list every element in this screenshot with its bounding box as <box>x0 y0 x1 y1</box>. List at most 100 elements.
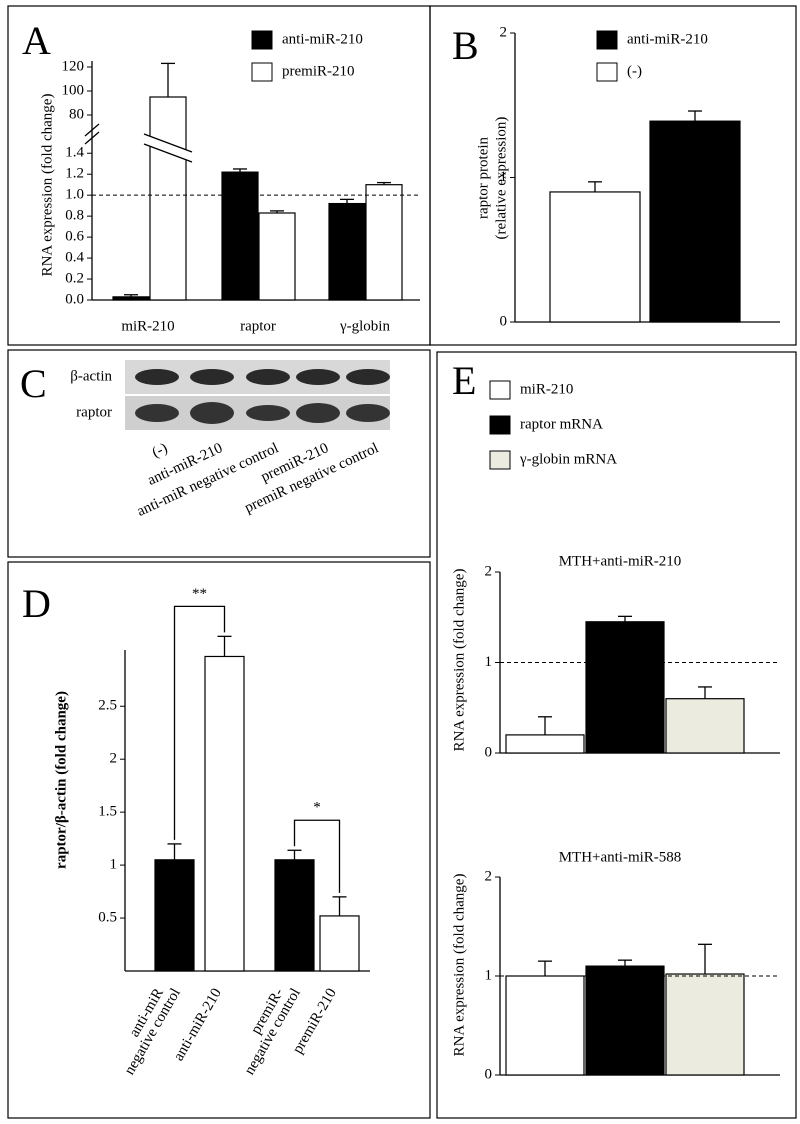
axis-break <box>84 131 100 145</box>
bar <box>365 184 403 301</box>
bar <box>505 734 585 754</box>
bar-break <box>144 134 192 162</box>
legend-swatch <box>251 62 273 82</box>
bar-break <box>143 133 193 153</box>
panel-letter: D <box>22 581 51 626</box>
bar-break <box>143 143 193 163</box>
panel-letter: C <box>20 361 47 406</box>
bar <box>649 120 741 323</box>
y-tick-label: 1 <box>110 857 118 873</box>
y-tick-label: 100 <box>62 82 85 98</box>
panel-frame <box>429 5 797 346</box>
y-tick-label: 2.5 <box>98 698 117 714</box>
y-tick-label: 80 <box>69 106 84 122</box>
legend-swatch <box>489 450 511 470</box>
bar <box>549 191 641 323</box>
legend-label: raptor mRNA <box>520 416 603 432</box>
y-tick-label: 0.4 <box>65 250 84 266</box>
y-tick-label: 2 <box>110 751 118 767</box>
axis-break <box>84 123 100 137</box>
significance-label: * <box>313 800 321 816</box>
legend-label: anti-miR-210 <box>627 31 708 47</box>
bar <box>665 973 745 1076</box>
blot-band <box>296 369 340 385</box>
y-tick-label: 0 <box>500 313 508 329</box>
y-axis-label: (relative expression) <box>493 117 509 240</box>
significance-bracket <box>173 605 226 840</box>
legend-label: γ-globin mRNA <box>519 451 617 467</box>
blot-band <box>190 402 234 424</box>
y-axis-label: RNA expression (fold change) <box>39 94 55 277</box>
bar <box>274 859 315 972</box>
y-axis-label: raptor/β-actin (fold change) <box>53 691 69 869</box>
y-tick-label: 1.5 <box>98 804 117 820</box>
subplot-title: MTH+anti-miR-588 <box>559 849 682 865</box>
significance-label: ** <box>192 586 207 602</box>
y-tick-label: 0.0 <box>65 291 84 307</box>
y-tick-label: 0 <box>485 1066 493 1082</box>
y-tick-label: 120 <box>62 58 85 74</box>
blot-row-label: β-actin <box>70 368 112 384</box>
bar <box>154 859 195 972</box>
significance-bracket <box>293 819 341 893</box>
bar <box>585 621 665 754</box>
blot-band <box>346 369 390 385</box>
bar <box>319 915 360 972</box>
lane-label: (-) <box>150 440 170 461</box>
blot-band <box>346 404 390 422</box>
bar <box>665 698 745 754</box>
y-tick-label: 1 <box>485 967 493 983</box>
bar <box>204 655 245 972</box>
legend-label: anti-miR-210 <box>282 31 363 47</box>
y-tick-label: 0 <box>485 744 493 760</box>
panel-letter: E <box>452 358 476 403</box>
blot-band <box>190 369 234 385</box>
blot-band <box>135 404 179 422</box>
y-axis-label: RNA expression (fold change) <box>451 874 467 1057</box>
panel-letter: B <box>452 23 479 68</box>
x-tick-label: miR-210 <box>121 318 174 334</box>
panel-frame <box>7 349 431 558</box>
y-axis-label: raptor protein <box>475 136 491 219</box>
panel-frame <box>7 561 431 1119</box>
legend-swatch <box>489 380 511 400</box>
x-tick-label: γ-globin <box>339 318 390 334</box>
y-tick-label: 0.8 <box>65 208 84 224</box>
legend-label: premiR-210 <box>282 63 355 79</box>
legend-swatch <box>596 62 618 82</box>
legend-swatch <box>251 30 273 50</box>
y-tick-label: 1.4 <box>65 145 84 161</box>
y-tick-label: 0.2 <box>65 270 84 286</box>
panel-frame <box>436 351 797 1119</box>
blot-row-label: raptor <box>76 404 112 420</box>
panel-letter: A <box>22 18 51 63</box>
blot-band <box>296 403 340 423</box>
y-tick-label: 1 <box>500 169 508 185</box>
blot-band <box>246 369 290 385</box>
subplot-title: MTH+anti-miR-210 <box>559 553 682 569</box>
y-tick-label: 0.6 <box>65 229 84 245</box>
legend-swatch <box>596 30 618 50</box>
bar <box>328 202 366 301</box>
legend-label: (-) <box>627 63 642 79</box>
legend-swatch <box>489 415 511 435</box>
y-tick-label: 2 <box>485 563 493 579</box>
x-tick-label: raptor <box>240 318 276 334</box>
y-tick-label: 0.5 <box>98 909 117 925</box>
bar <box>149 96 187 301</box>
blot-band <box>246 405 290 421</box>
y-axis-label: RNA expression (fold change) <box>451 569 467 752</box>
y-tick-label: 1.0 <box>65 187 84 203</box>
bar <box>258 212 296 301</box>
y-tick-label: 1 <box>485 654 493 670</box>
bar <box>505 975 585 1076</box>
blot-band <box>135 369 179 385</box>
legend-label: miR-210 <box>520 381 573 397</box>
y-tick-label: 2 <box>500 24 508 40</box>
bar <box>112 296 150 301</box>
bar <box>221 171 259 301</box>
y-tick-label: 1.2 <box>65 166 84 182</box>
bar <box>585 965 665 1076</box>
y-tick-label: 2 <box>485 868 493 884</box>
